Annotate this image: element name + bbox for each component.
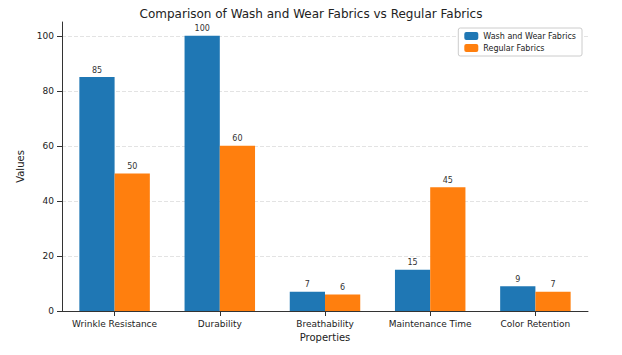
svg-text:40: 40 [43,196,55,206]
svg-text:Durability: Durability [198,319,243,329]
svg-text:Values: Values [15,150,26,183]
svg-text:Properties: Properties [300,332,351,343]
svg-text:15: 15 [407,258,417,267]
svg-text:7: 7 [550,280,555,289]
svg-text:20: 20 [43,251,55,261]
svg-text:100: 100 [37,31,54,41]
svg-text:Maintenance Time: Maintenance Time [389,319,472,329]
svg-text:0: 0 [48,306,54,316]
svg-text:Wash and Wear Fabrics: Wash and Wear Fabrics [483,32,576,41]
svg-text:60: 60 [232,134,242,143]
svg-text:60: 60 [43,141,55,151]
svg-text:Color Retention: Color Retention [501,319,571,329]
svg-text:50: 50 [127,162,137,171]
svg-text:100: 100 [195,24,210,33]
svg-text:Wrinkle Resistance: Wrinkle Resistance [72,319,157,329]
svg-text:85: 85 [92,66,102,75]
svg-text:80: 80 [43,86,55,96]
svg-text:Breathability: Breathability [296,319,354,329]
svg-text:Comparison of Wash and Wear Fa: Comparison of Wash and Wear Fabrics vs R… [140,7,483,21]
svg-text:7: 7 [305,280,310,289]
svg-text:9: 9 [515,275,520,284]
svg-text:45: 45 [443,176,453,185]
svg-text:6: 6 [340,283,345,292]
svg-text:Regular Fabrics: Regular Fabrics [483,44,544,53]
